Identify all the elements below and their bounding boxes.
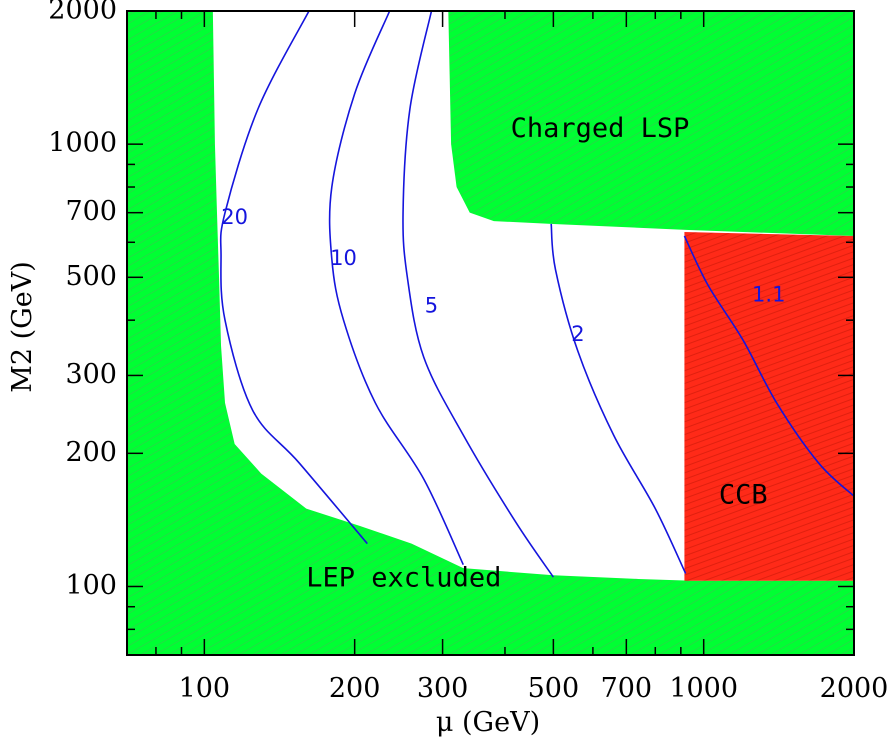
contour-label-2: 2	[571, 322, 584, 346]
contours-layer	[219, 11, 854, 578]
plot-frame	[126, 10, 855, 656]
contour-line-20	[219, 11, 368, 545]
contour-label-5: 5	[425, 293, 438, 317]
region-label-1: CCB	[719, 480, 768, 511]
ticks-layer	[126, 10, 855, 656]
region-lep	[127, 11, 854, 655]
x-tick-label: 1000	[669, 673, 738, 704]
y-tick-label: 100	[65, 570, 117, 601]
x-axis-title: μ (GeV)	[436, 707, 540, 738]
x-tick-label: 700	[601, 673, 653, 704]
contour-label-20: 20	[221, 205, 248, 229]
x-tick-label: 100	[179, 673, 231, 704]
regions-layer	[127, 11, 854, 655]
y-tick-label: 2000	[48, 0, 117, 26]
annotations-layer: 20 10 5 2 1.1 Charged LSP CCB LEP excluded	[221, 113, 785, 594]
x-tick-label: 2000	[820, 673, 889, 704]
region-charged-lsp	[448, 11, 854, 236]
y-tick-label: 300	[65, 359, 117, 390]
contour-label-10: 10	[330, 246, 357, 270]
y-axis-title: M2 (GeV)	[7, 261, 38, 393]
tick-labels-layer: 100 200 300 500 700 1000 2000 100 200 300 500 700 10…	[48, 0, 888, 704]
y-tick-label: 1000	[48, 128, 117, 159]
x-tick-label: 200	[329, 673, 381, 704]
contour-label-1.1: 1.1	[752, 282, 785, 306]
region-ccb	[684, 231, 854, 581]
contour-line-1.1	[683, 235, 854, 497]
contour-line-5	[402, 11, 555, 578]
y-tick-label: 700	[65, 196, 117, 227]
contour-line-2	[550, 223, 687, 574]
region-label-0: Charged LSP	[511, 113, 690, 144]
contour-line-10	[328, 11, 464, 566]
region-label-2: LEP excluded	[306, 562, 501, 593]
y-tick-label: 200	[65, 437, 117, 468]
x-tick-label: 500	[528, 673, 580, 704]
y-tick-label: 500	[65, 261, 117, 292]
x-tick-label: 300	[417, 673, 469, 704]
